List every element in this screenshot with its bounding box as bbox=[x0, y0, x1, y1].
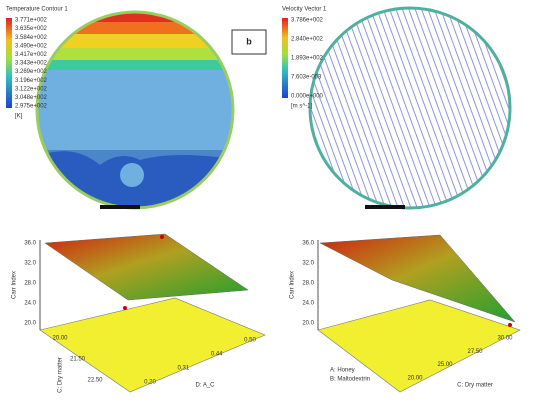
scale-bar bbox=[365, 205, 405, 209]
z-tick-label: 28.0 bbox=[302, 281, 314, 287]
x-tick-label: 21.50 bbox=[70, 357, 86, 363]
design-point bbox=[160, 235, 164, 239]
legend-label: 2.840e+002 bbox=[291, 37, 324, 43]
y-axis-label: D: A_C bbox=[195, 383, 215, 389]
legend-unit: [K] bbox=[15, 114, 23, 120]
legend-label: 3.635e+002 bbox=[15, 26, 48, 32]
legend-label: 3.269e+002 bbox=[15, 69, 48, 75]
z-axis-label: Carr Index bbox=[12, 271, 18, 299]
floor bbox=[40, 298, 265, 392]
x-tick-label: 25.00 bbox=[437, 362, 453, 368]
legend-title: Temperature Contour 1 bbox=[6, 7, 68, 13]
legend-label: 1.893e+002 bbox=[291, 56, 324, 62]
y-tick-label: 0.50 bbox=[244, 338, 256, 344]
x-axis-label: C: Dry matter bbox=[58, 357, 64, 393]
legend-unit: [m s^-1] bbox=[291, 104, 312, 110]
z-tick-label: 20.0 bbox=[302, 321, 314, 327]
legend-label: 3.122e+002 bbox=[15, 86, 48, 92]
z-tick-label: 24.0 bbox=[24, 301, 36, 307]
z-tick-label: 36.0 bbox=[302, 241, 314, 247]
legend-label: 3.786e+002 bbox=[291, 18, 324, 24]
legend-title: Velocity Vector 1 bbox=[282, 7, 327, 13]
legend-label: 2.975e+002 bbox=[15, 104, 48, 110]
temperature-colorbar bbox=[6, 18, 12, 108]
y-axis-label: B: Maltodextrin bbox=[330, 377, 370, 383]
z-tick-label: 32.0 bbox=[302, 261, 314, 267]
y-tick-label: 0.44 bbox=[211, 352, 223, 358]
response-surface bbox=[45, 234, 248, 300]
x-tick-label: 20.00 bbox=[52, 336, 68, 342]
y-tick-label: 0.20 bbox=[144, 380, 156, 386]
z-tick-label: 24.0 bbox=[302, 301, 314, 307]
design-point bbox=[123, 306, 127, 310]
legend-label: 3.771e+002 bbox=[15, 18, 48, 24]
z-tick-label: 32.0 bbox=[24, 261, 36, 267]
y-tick-label: 0.31 bbox=[177, 366, 189, 372]
legend-label: 3.584e+002 bbox=[15, 35, 48, 41]
x-axis-label: C: Dry matter bbox=[457, 383, 493, 389]
legend-label: 3.343e+002 bbox=[15, 61, 48, 67]
z-axis-label: Carr Index bbox=[290, 271, 296, 299]
legend-label: 0.000e+000 bbox=[291, 94, 324, 100]
x-tick-label: 30.00 bbox=[497, 336, 513, 342]
panel-label: b bbox=[246, 36, 252, 46]
velocity-colorbar bbox=[282, 18, 288, 98]
z-tick-label: 20.0 bbox=[24, 321, 36, 327]
x-tick-label: 27.50 bbox=[467, 349, 483, 355]
legend-label: 3.490e+002 bbox=[15, 43, 48, 49]
velocity-vectors bbox=[310, 8, 510, 208]
legend-label: 3.417e+002 bbox=[15, 52, 48, 58]
y-axis-label: A: Honey bbox=[330, 368, 355, 374]
legend-label: 3.196e+002 bbox=[15, 78, 48, 84]
legend-label: 3.048e+002 bbox=[15, 95, 48, 101]
x-tick-label: 22.50 bbox=[87, 378, 103, 384]
z-tick-label: 36.0 bbox=[24, 241, 36, 247]
design-point bbox=[508, 323, 512, 327]
scale-bar bbox=[100, 205, 140, 209]
legend-label: 7.603e-003 bbox=[291, 75, 322, 81]
x-tick-label: 20.00 bbox=[407, 376, 423, 382]
figure: Temperature Contour 1 b Velocity Vector … bbox=[0, 0, 541, 405]
z-tick-label: 28.0 bbox=[24, 281, 36, 287]
